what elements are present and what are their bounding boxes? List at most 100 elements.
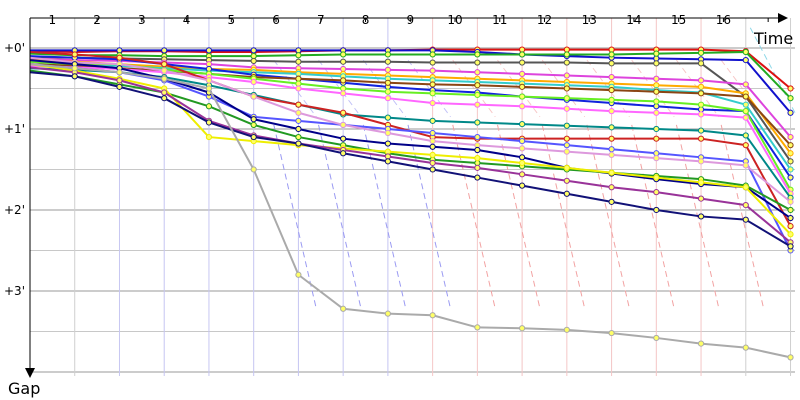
series-point [742,162,749,169]
series-point [384,114,391,121]
connector-line [452,124,496,309]
series-line [29,56,792,203]
x-tick-label: 7 [317,13,325,27]
series-point [474,164,481,171]
series-point [340,90,347,97]
series-point [697,101,705,108]
series-point [429,67,436,74]
series-point [340,135,347,142]
series-point [71,51,78,58]
series-point [787,166,794,173]
series-point [697,340,705,347]
series-point [787,150,794,157]
series-line [29,64,792,195]
series-point [474,51,481,58]
series-point [116,69,123,76]
series-point [742,142,749,149]
series-group [29,46,794,361]
series-point [608,151,615,158]
series-point [295,58,302,65]
x-axis-title: Time [753,29,793,48]
series-point [563,85,570,92]
series-point [787,206,794,214]
series-point [697,111,705,118]
series-line [29,63,791,359]
series-line [29,51,792,99]
series-point [205,133,213,141]
series-point [250,133,257,141]
connector-line [720,59,765,118]
series-point [429,166,436,173]
connector-line [362,124,407,309]
x-tick-label: 10 [447,13,462,27]
series-point [742,132,749,139]
series-point [742,48,749,56]
connector-line [541,124,586,309]
series-point [787,243,794,250]
y-tick-label: +2' [4,203,25,217]
series-point [429,129,436,137]
series-point [340,51,347,58]
series-point [429,312,436,319]
series-point [519,138,526,145]
series-point [161,89,168,96]
series-point [161,67,168,74]
x-tick-label: 13 [582,13,597,27]
series-point [563,326,570,333]
x-tick-label: 12 [537,13,552,27]
series-line [30,49,792,114]
series-point [697,158,705,165]
series-point [787,354,794,361]
y-axis-arrow [25,368,35,378]
series-point [519,59,526,66]
series-point [205,77,213,84]
series-point [429,151,436,158]
series-point [608,96,615,103]
series-point [161,47,168,54]
series-point [563,164,570,171]
series-line [29,63,792,251]
series-point [205,85,213,92]
connector-line [407,124,452,309]
series-point [519,83,526,90]
series-point [340,305,347,312]
series-point [742,216,749,223]
series-point [787,158,794,165]
series-point [563,122,570,129]
series-point [608,184,615,191]
series-point [563,190,570,197]
series-point [161,95,168,102]
series-point [563,51,570,58]
series-point [697,90,705,97]
connector-line [631,124,675,309]
series-point [384,88,391,95]
series-point [653,75,660,82]
series-point [340,150,347,157]
x-tick-labels: 1 2 3 4 5 6 7 8 9 10 11 12 13 14 15 16 [49,13,732,27]
x-axis-arrow [778,13,788,23]
series-point [384,140,391,147]
series-point [787,133,794,141]
series-point [519,70,526,77]
series-line [29,63,792,235]
series-point [787,214,794,222]
series-point [787,231,794,238]
series-point [384,66,391,73]
series-point [474,69,481,76]
series-line [29,51,792,227]
series-point [474,59,481,66]
series-point [697,83,705,90]
x-tick-label: 16 [716,13,731,27]
series-point [563,95,570,102]
series-point [429,51,436,58]
series-point [250,121,257,129]
series-point [295,271,302,278]
series-point [429,81,436,88]
connector-line [676,59,720,118]
series-point [608,329,615,337]
series-point [787,109,794,116]
series-point [653,206,660,214]
series-point [697,213,705,220]
series-point [384,95,391,102]
